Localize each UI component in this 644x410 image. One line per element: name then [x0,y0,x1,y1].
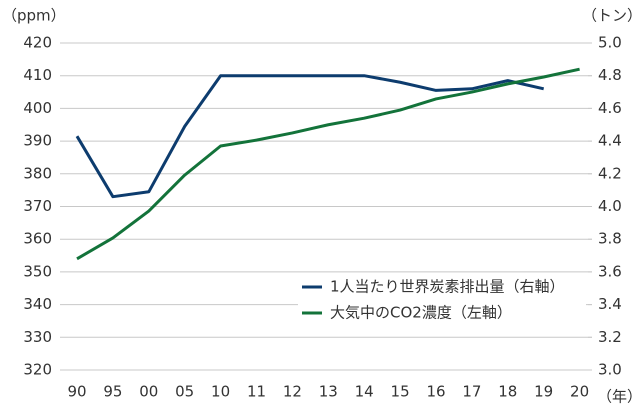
y-tick-label: 400 [23,99,52,117]
x-tick-label: 11 [247,383,266,401]
x-tick-label: 17 [462,383,481,401]
x-tick-label: 19 [534,383,553,401]
y-tick-label: 380 [23,164,52,182]
y2-tick-label: 3.4 [598,295,622,313]
y2-tick-label: 3.2 [598,328,622,346]
x-tick-label: 15 [391,383,410,401]
y2-tick-label: 3.8 [598,230,622,248]
x-tick-label: 20 [570,383,589,401]
x-tick-label: 10 [211,383,230,401]
y2-tick-label: 3.6 [598,262,622,280]
x-tick-label: 16 [426,383,445,401]
y2-tick-label: 4.4 [598,132,622,150]
legend-box [298,273,586,327]
y-tick-label: 360 [23,230,52,248]
series-line [76,67,580,261]
legend-label: 大気中のCO2濃度（左軸） [330,304,512,322]
y-tick-label: 350 [23,262,52,280]
y-tick-label: 420 [23,34,52,52]
y-unit-label: （ppm） [2,7,66,25]
x-tick-label: 14 [355,383,374,401]
y2-unit-label: （トン） [582,7,642,25]
x-tick-label: 13 [319,383,338,401]
y-tick-label: 410 [23,66,52,84]
legend-label: 1人当たり世界炭素排出量（右軸） [330,278,565,296]
y2-tick-label: 4.0 [598,197,622,215]
y-tick-label: 340 [23,295,52,313]
y2-tick-label: 3.0 [598,361,622,379]
y-tick-label: 330 [23,328,52,346]
x-tick-label: 05 [175,383,194,401]
x-tick-label: 95 [103,383,122,401]
x-unit-label: （年） [597,388,642,406]
y2-tick-label: 4.6 [598,99,622,117]
y-tick-label: 390 [23,132,52,150]
x-tick-label: 90 [67,383,86,401]
x-tick-label: 18 [498,383,517,401]
y-tick-label: 370 [23,197,52,215]
y2-tick-label: 4.8 [598,66,622,84]
x-tick-label: 12 [283,383,302,401]
series-line [75,74,545,199]
y-tick-label: 320 [23,361,52,379]
y2-tick-label: 5.0 [598,34,622,52]
x-tick-label: 00 [139,383,158,401]
y2-tick-label: 4.2 [598,164,622,182]
